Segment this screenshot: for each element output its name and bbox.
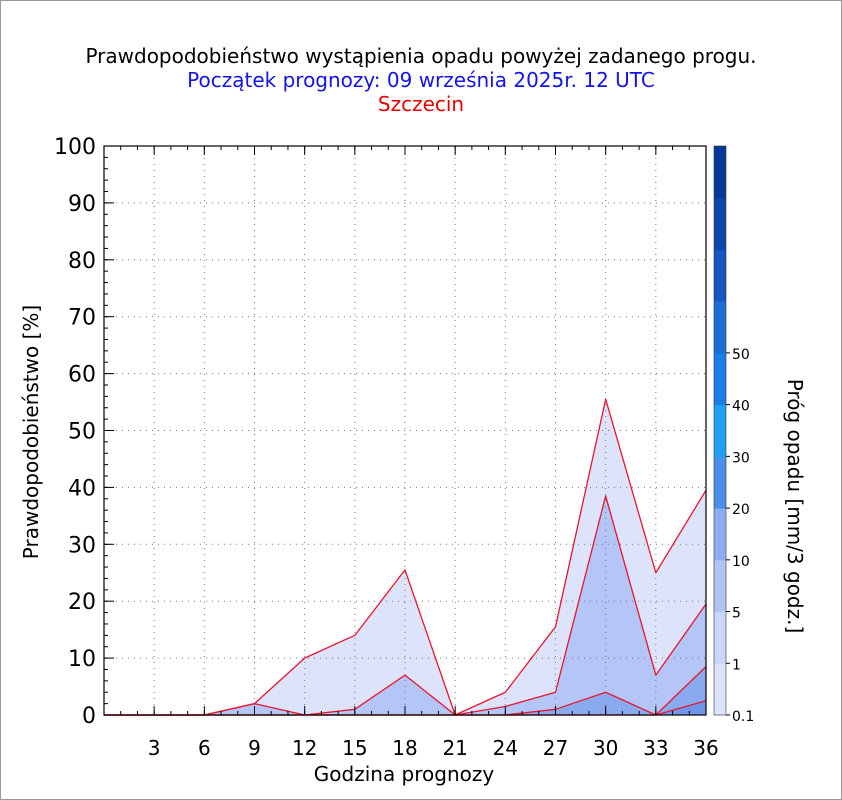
- colorbar-tick-label: 20: [732, 502, 750, 518]
- x-tick-label: 21: [442, 736, 467, 760]
- colorbar-segment: [714, 301, 726, 354]
- colorbar-tick-label: 5: [732, 606, 741, 622]
- x-tick-label: 12: [292, 736, 317, 760]
- y-tick-label: 40: [68, 476, 96, 501]
- area-series-1: [104, 495, 706, 715]
- colorbar-tick-label: 0.1: [732, 709, 754, 725]
- colorbar-border: [713, 145, 727, 716]
- colorbar-segment: [714, 197, 726, 250]
- x-tick-label: 6: [198, 736, 211, 760]
- y-tick-label: 70: [68, 306, 96, 331]
- area-series-0: [104, 399, 706, 715]
- y-tick-label: 80: [68, 249, 96, 274]
- colorbar-segment: [714, 249, 726, 302]
- x-axis-title: Godzina prognozy: [314, 762, 495, 786]
- colorbar-segment: [714, 456, 726, 509]
- x-tick-label: 27: [543, 736, 568, 760]
- y-tick-label: 30: [68, 533, 96, 558]
- y-tick-label: 50: [68, 420, 96, 445]
- y-tick-label: 100: [54, 135, 96, 160]
- y-tick-label: 0: [82, 704, 96, 729]
- y-axis-title: Prawdopodobieństwo [%]: [19, 305, 43, 559]
- y-tick-label: 20: [68, 590, 96, 615]
- chart-title: Prawdopodobieństwo wystąpienia opadu pow…: [85, 44, 757, 68]
- colorbar-segment: [714, 611, 726, 664]
- colorbar-segment: [714, 559, 726, 613]
- location-label: Szczecin: [377, 92, 465, 116]
- x-tick-label: 3: [148, 736, 161, 760]
- colorbar-tick-label: 1: [732, 657, 741, 673]
- x-tick-label: 36: [693, 736, 718, 760]
- colorbar-tick-label: 50: [732, 347, 750, 363]
- colorbar-segment: [714, 352, 726, 406]
- colorbar-segment: [714, 663, 726, 716]
- x-tick-label: 15: [342, 736, 367, 760]
- y-tick-label: 60: [68, 363, 96, 388]
- y-tick-label: 90: [68, 192, 96, 217]
- y-tick-label: 10: [68, 647, 96, 672]
- x-tick-label: 18: [392, 736, 417, 760]
- colorbar-tick-label: 30: [732, 450, 750, 466]
- x-tick-label: 9: [248, 736, 261, 760]
- chart-subtitle: Początek prognozy: 09 września 2025r. 12…: [187, 68, 655, 92]
- x-tick-label: 33: [643, 736, 668, 760]
- colorbar-title: Próg opadu [mm/3 godz.]: [783, 379, 807, 634]
- plot-border: [103, 145, 707, 716]
- colorbar-segment: [714, 404, 726, 457]
- colorbar-tick-label: 10: [732, 554, 750, 570]
- colorbar-segment: [714, 508, 726, 561]
- x-tick-label: 30: [593, 736, 618, 760]
- colorbar-tick-label: 40: [732, 399, 750, 415]
- colorbar-segment: [714, 146, 726, 199]
- x-tick-label: 24: [493, 736, 518, 760]
